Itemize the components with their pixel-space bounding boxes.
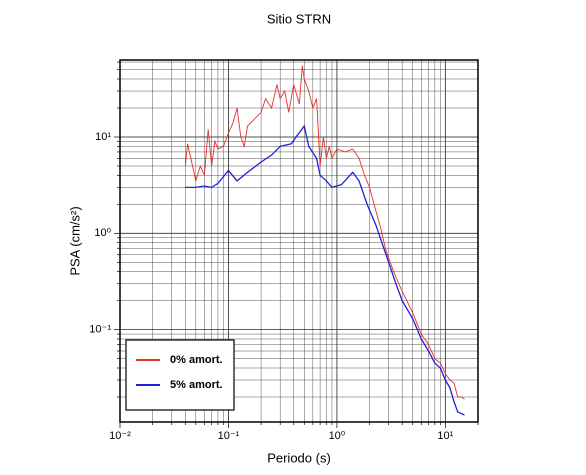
series-line — [185, 124, 465, 416]
legend-box — [125, 339, 235, 411]
y-tick-label: 10⁻¹ — [89, 324, 111, 336]
series-line — [184, 65, 465, 400]
y-tick-label: 10¹ — [95, 131, 111, 143]
y-axis-label: PSA (cm/s²) — [67, 206, 82, 275]
legend-label: 0% amort. — [170, 354, 223, 366]
y-tick-label: 10⁰ — [94, 227, 111, 239]
x-tick-label: 10¹ — [437, 430, 453, 442]
legend-label: 5% amort. — [170, 379, 223, 391]
x-tick-label: 10⁻¹ — [218, 430, 240, 442]
x-axis-label: Periodo (s) — [267, 450, 331, 465]
x-tick-label: 10⁰ — [329, 430, 346, 442]
chart-title: Sitio STRN — [267, 11, 331, 26]
plot-frame — [119, 59, 479, 423]
x-tick-label: 10⁻² — [109, 430, 131, 442]
